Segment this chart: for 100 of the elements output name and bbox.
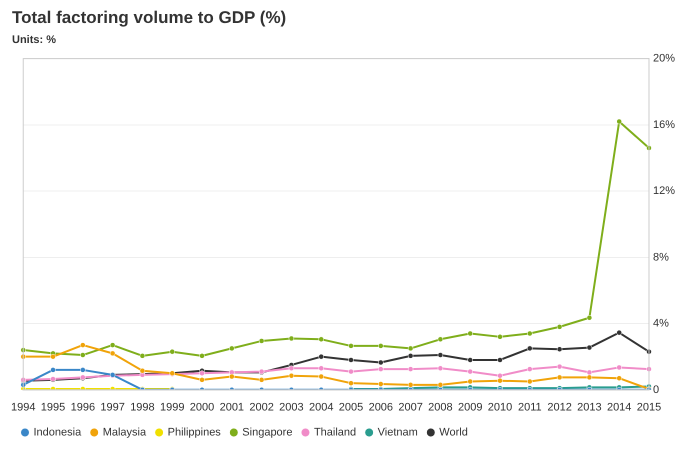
point xyxy=(318,374,324,380)
point xyxy=(408,353,414,359)
point xyxy=(348,343,354,349)
legend-label: Malaysia xyxy=(102,426,147,439)
point xyxy=(258,338,264,344)
x-tick-label: 2013 xyxy=(577,401,602,414)
point xyxy=(80,352,86,358)
point xyxy=(288,336,294,342)
point xyxy=(348,357,354,363)
point xyxy=(438,366,444,372)
x-tick-label: 2001 xyxy=(220,401,244,414)
chart-title: Total factoring volume to GDP (%) xyxy=(12,8,288,28)
point xyxy=(378,343,384,349)
point xyxy=(616,118,622,124)
point xyxy=(586,344,592,350)
x-tick-label: 1998 xyxy=(130,401,155,414)
point xyxy=(378,366,384,372)
point xyxy=(199,370,205,376)
point xyxy=(348,368,354,374)
point xyxy=(408,346,414,352)
point xyxy=(288,366,294,372)
point xyxy=(140,368,146,374)
legend-label: Singapore xyxy=(242,426,292,439)
point xyxy=(616,375,622,381)
point xyxy=(616,330,622,336)
y-tick-label: 0 xyxy=(652,384,660,396)
point xyxy=(288,372,294,378)
legend-label: Vietnam xyxy=(378,426,418,439)
point xyxy=(556,374,562,380)
point xyxy=(169,348,175,354)
x-tick-label: 2008 xyxy=(428,401,453,414)
legend-label: World xyxy=(439,426,468,439)
point xyxy=(467,368,473,374)
y-tick-label: 8% xyxy=(652,251,670,264)
legend-label: Indonesia xyxy=(34,426,82,439)
x-tick-label: 2007 xyxy=(398,401,423,414)
x-tick-label: 1994 xyxy=(10,401,36,414)
x-tick-label: 2010 xyxy=(488,401,512,414)
x-tick-label: 1999 xyxy=(160,401,184,414)
x-tick-label: 2005 xyxy=(338,401,364,414)
point xyxy=(318,366,324,372)
point xyxy=(497,378,503,384)
point xyxy=(408,382,414,388)
legend-label: Thailand xyxy=(314,426,356,439)
point xyxy=(50,367,56,373)
y-tick-label: 16% xyxy=(652,118,676,131)
point xyxy=(378,381,384,387)
point xyxy=(318,336,324,342)
point xyxy=(50,354,56,360)
x-tick-label: 2011 xyxy=(518,401,542,414)
point xyxy=(229,346,235,352)
point xyxy=(586,315,592,321)
point xyxy=(438,382,444,388)
x-tick-label: 2002 xyxy=(249,401,274,414)
chart-subtitle: Units: % xyxy=(12,34,57,46)
point xyxy=(348,380,354,386)
point xyxy=(378,360,384,366)
point xyxy=(110,350,116,356)
x-tick-label: 2003 xyxy=(279,401,304,414)
y-tick-label: 12% xyxy=(652,185,676,198)
x-tick-label: 2006 xyxy=(368,401,394,414)
point xyxy=(438,336,444,342)
y-tick-label: 4% xyxy=(652,318,670,330)
point xyxy=(556,364,562,370)
point xyxy=(616,364,622,370)
x-tick-label: 2009 xyxy=(458,401,482,414)
point xyxy=(497,334,503,340)
x-tick-label: 2004 xyxy=(308,401,334,414)
point xyxy=(467,357,473,363)
x-tick-label: 1996 xyxy=(70,401,96,414)
point xyxy=(586,374,592,380)
point xyxy=(80,367,86,373)
point xyxy=(556,324,562,330)
point xyxy=(80,342,86,348)
point xyxy=(199,377,205,383)
point xyxy=(467,378,473,384)
point xyxy=(527,330,533,336)
point xyxy=(199,353,205,359)
point xyxy=(586,370,592,376)
point xyxy=(556,346,562,352)
point xyxy=(229,374,235,380)
point xyxy=(140,353,146,359)
point xyxy=(258,377,264,383)
point xyxy=(408,366,414,372)
y-tick-label: 20% xyxy=(652,52,676,65)
point xyxy=(527,346,533,352)
point xyxy=(110,342,116,348)
point xyxy=(527,366,533,372)
x-tick-label: 2014 xyxy=(606,401,632,414)
x-tick-label: 1997 xyxy=(100,401,125,414)
x-tick-label: 2012 xyxy=(547,401,572,414)
x-tick-label: 2000 xyxy=(190,401,214,414)
legend-label: Philippines xyxy=(168,426,222,439)
point xyxy=(318,354,324,360)
point xyxy=(438,352,444,358)
point xyxy=(497,357,503,363)
point xyxy=(467,330,473,336)
point xyxy=(527,378,533,384)
point xyxy=(497,372,503,378)
x-tick-label: 1995 xyxy=(40,401,66,414)
